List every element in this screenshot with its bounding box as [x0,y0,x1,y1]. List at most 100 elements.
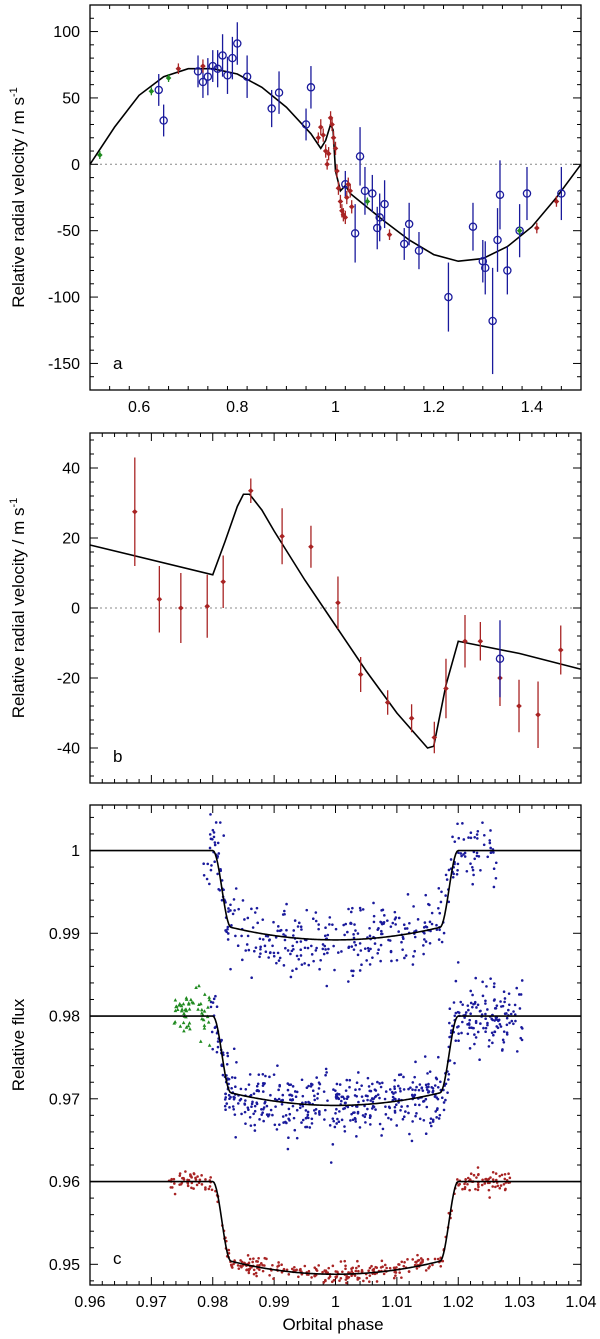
data-point [301,1104,305,1108]
data-point [462,853,465,856]
data-point [340,1099,343,1103]
data-point [272,954,276,958]
data-point [132,508,138,515]
series-blue-circle [495,620,505,698]
data-point [363,1115,367,1119]
data-point [503,1188,507,1192]
data-point [248,487,254,494]
data-point [473,1002,477,1005]
data-point [239,1259,242,1262]
data-point [521,1027,524,1030]
data-point [218,821,222,824]
data-point [384,1090,388,1093]
data-point [468,1026,471,1030]
data-point [323,1269,327,1272]
data-point [331,923,334,926]
data-point [461,1003,464,1006]
data-point [379,1266,383,1269]
data-point [258,1263,261,1267]
data-point [295,1268,298,1272]
data-point [291,969,294,973]
data-point [301,120,311,129]
data-point [433,1095,437,1098]
data-point [502,990,506,994]
data-point [380,1259,384,1263]
data-point [369,1123,372,1126]
data-point [246,934,250,938]
data-point [297,1275,300,1279]
data-point [380,932,384,936]
data-point [484,1026,488,1030]
data-point [200,1174,203,1177]
data-point [440,940,444,944]
data-point [442,1108,446,1112]
data-point [290,949,294,953]
y-tick-label: 0.97 [49,1091,80,1108]
data-point [371,1268,375,1272]
data-point [313,1274,317,1278]
data-point [178,1172,182,1175]
data-point [444,1098,447,1102]
data-point [184,995,189,1000]
data-point [466,1182,469,1186]
data-point [202,1026,207,1030]
data-point [261,1263,264,1267]
data-point [379,1085,383,1089]
data-point [207,995,211,999]
data-point [402,1115,406,1118]
data-point [360,1268,364,1272]
data-point [339,1277,343,1280]
data-point [535,711,541,718]
data-point [444,292,453,302]
data-point [251,1100,254,1104]
data-point [355,152,365,161]
data-point [502,1040,506,1044]
data-point [483,1182,487,1185]
data-point [431,734,438,741]
data-point [356,1278,360,1281]
data-point [344,1264,347,1268]
data-point [442,931,446,935]
x-tick-label: 0.96 [74,1294,105,1311]
data-point [400,1260,404,1264]
data-point [501,1004,505,1008]
data-point [427,902,430,906]
data-point [226,938,230,941]
data-point [457,1039,460,1043]
data-point [406,1104,409,1108]
data-point [422,944,425,947]
y-tick-label: 20 [62,531,80,548]
data-point [393,1085,396,1088]
data-point [349,1119,352,1122]
data-point [358,1126,362,1129]
data-point [399,1109,402,1112]
data-point [190,1186,193,1190]
data-point [358,969,362,972]
data-point [427,1090,430,1094]
data-point [285,902,288,906]
data-point [520,979,524,982]
data-point [352,936,356,940]
data-point [276,1064,279,1067]
data-point [381,908,385,912]
data-point [413,949,417,953]
data-point [280,1099,283,1102]
data-point [489,851,493,855]
data-point [503,266,512,275]
data-point [338,1083,342,1086]
data-point [211,1047,214,1051]
data-point [339,207,345,214]
data-point [401,935,405,939]
data-point [557,189,566,198]
data-point [378,1122,382,1126]
data-point [286,949,290,952]
data-point [404,219,414,229]
data-point [394,1097,397,1101]
data-point [223,1098,227,1101]
data-point [335,1095,339,1098]
data-point [439,1265,443,1268]
data-point [335,1107,338,1111]
data-point [410,1139,414,1143]
data-point [372,914,376,918]
data-point [394,1091,397,1094]
